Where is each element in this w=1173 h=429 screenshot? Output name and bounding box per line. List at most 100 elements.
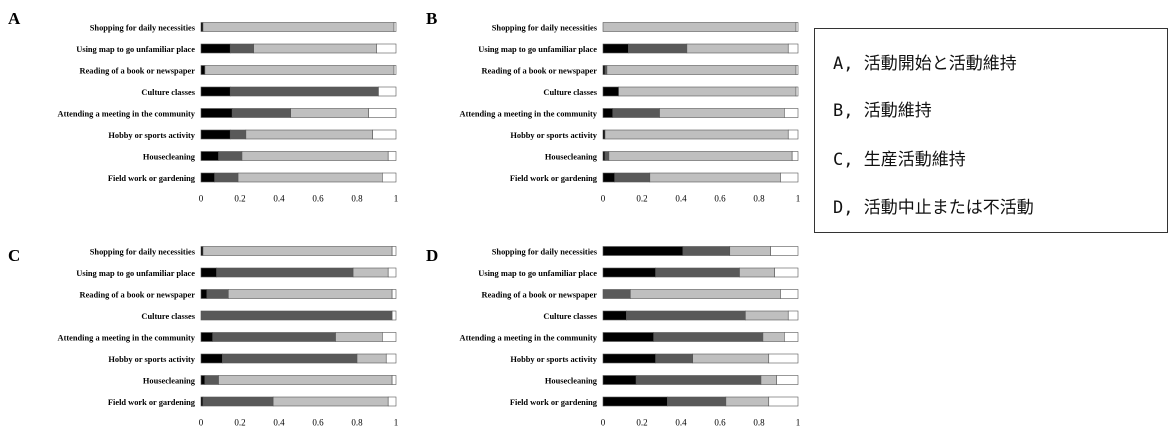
- category-label: Using map to go unfamiliar place: [478, 269, 597, 278]
- x-tick-label: 0.8: [351, 418, 363, 428]
- bar-segment: [241, 151, 389, 161]
- bar-segment: [352, 267, 389, 278]
- panel-b: B Shopping for daily necessities Using map…: [426, 9, 800, 204]
- panel-letter: D: [426, 246, 438, 265]
- bar-segment: [372, 129, 397, 140]
- bar-segment: [387, 267, 397, 278]
- bar-segment: [602, 43, 629, 54]
- bar-segment: [768, 353, 799, 364]
- category-label: Housecleaning: [545, 153, 598, 162]
- bar-segment: [729, 246, 772, 256]
- bar-segment: [200, 43, 231, 54]
- bar-segment: [602, 22, 797, 32]
- bar-segment: [770, 246, 799, 256]
- bar-segment: [200, 310, 393, 321]
- bar-segment: [218, 151, 243, 161]
- bar-segment: [245, 129, 373, 140]
- bar-segment: [787, 310, 799, 321]
- bar-segment: [391, 375, 397, 385]
- category-label: Using map to go unfamiliar place: [478, 45, 597, 54]
- bar-segment: [382, 172, 397, 183]
- bar-segment: [212, 332, 336, 342]
- bar-segment: [618, 86, 797, 97]
- bar-segment: [762, 332, 785, 342]
- category-label: Attending a meeting in the community: [58, 110, 196, 119]
- bar-segment: [200, 151, 219, 161]
- category-label: Field work or gardening: [510, 174, 598, 183]
- x-tick-label: 0.4: [273, 418, 285, 428]
- category-label: Using map to go unfamiliar place: [76, 45, 195, 54]
- bar-segment: [784, 108, 799, 118]
- bar-segment: [206, 289, 229, 299]
- x-tick-label: 0.2: [636, 194, 647, 204]
- x-tick-label: 1: [796, 418, 801, 428]
- bar-segment: [604, 151, 610, 161]
- panel-c: C Shopping for daily necessities Using map…: [8, 246, 398, 428]
- bar-segment: [602, 375, 637, 385]
- bar-segment: [655, 353, 694, 364]
- bar-segment: [602, 86, 619, 97]
- bar-segment: [774, 267, 799, 278]
- bar-segment: [200, 86, 231, 97]
- bar-segment: [387, 151, 397, 161]
- category-label: Reading of a book or newspaper: [482, 67, 598, 76]
- x-tick-label: 0: [199, 418, 204, 428]
- bar-segment: [787, 129, 799, 140]
- x-tick-label: 0.6: [312, 194, 324, 204]
- x-tick-label: 1: [394, 194, 399, 204]
- bar-segment: [378, 86, 397, 97]
- bar-segment: [692, 353, 770, 364]
- bar-segment: [768, 396, 799, 407]
- panel-a: A Shopping for daily necessities Using map…: [8, 9, 398, 204]
- category-label: Housecleaning: [143, 377, 196, 386]
- bar-segment: [602, 310, 627, 321]
- bar-segment: [204, 375, 219, 385]
- bar-segment: [200, 267, 217, 278]
- bar-segment: [626, 310, 746, 321]
- bar-segment: [784, 332, 799, 342]
- category-label: Shopping for daily necessities: [492, 24, 598, 33]
- bar-segment: [791, 151, 799, 161]
- bar-segment: [745, 310, 789, 321]
- bar-segment: [200, 375, 206, 385]
- bar-segment: [202, 246, 393, 256]
- bar-segment: [382, 332, 397, 342]
- bar-segment: [376, 43, 397, 54]
- x-tick-label: 0.8: [753, 418, 765, 428]
- x-tick-label: 0: [601, 418, 606, 428]
- x-tick-label: 0.6: [714, 418, 726, 428]
- bar-segment: [602, 289, 631, 299]
- bar-segment: [629, 289, 781, 299]
- bar-segment: [614, 172, 651, 183]
- bar-segment: [202, 22, 395, 32]
- bar-segment: [776, 375, 799, 385]
- bar-segment: [602, 396, 668, 407]
- category-label: Attending a meeting in the community: [58, 334, 196, 343]
- bar-segment: [229, 43, 254, 54]
- bar-segment: [604, 129, 789, 140]
- bar-segment: [780, 289, 799, 299]
- bar-segment: [387, 396, 397, 407]
- bar-segment: [393, 22, 397, 32]
- x-tick-label: 0.6: [312, 418, 324, 428]
- bar-segment: [391, 310, 397, 321]
- bar-segment: [667, 396, 727, 407]
- x-tick-label: 0.4: [675, 418, 687, 428]
- x-tick-label: 0.8: [753, 194, 765, 204]
- bar-segment: [356, 353, 387, 364]
- bar-segment: [368, 108, 397, 118]
- category-label: Shopping for daily necessities: [90, 248, 196, 257]
- panel-d: D Shopping for daily necessities Using map…: [426, 246, 800, 428]
- bar-segment: [385, 353, 397, 364]
- bar-segment: [602, 267, 656, 278]
- bar-segment: [612, 108, 660, 118]
- category-label: Culture classes: [141, 88, 195, 97]
- category-label: Field work or gardening: [108, 398, 196, 407]
- legend-item-b: B, 活動維持: [833, 101, 932, 121]
- bar-segment: [290, 108, 370, 118]
- panel-letter: C: [8, 246, 20, 265]
- legend-box: A, 活動開始と活動維持 B, 活動維持 C, 生産活動維持 D, 活動中止また…: [814, 28, 1168, 233]
- bar-segment: [228, 289, 393, 299]
- legend-item-d: D, 活動中止または不活動: [833, 198, 1034, 218]
- category-label: Hobby or sports activity: [510, 131, 597, 140]
